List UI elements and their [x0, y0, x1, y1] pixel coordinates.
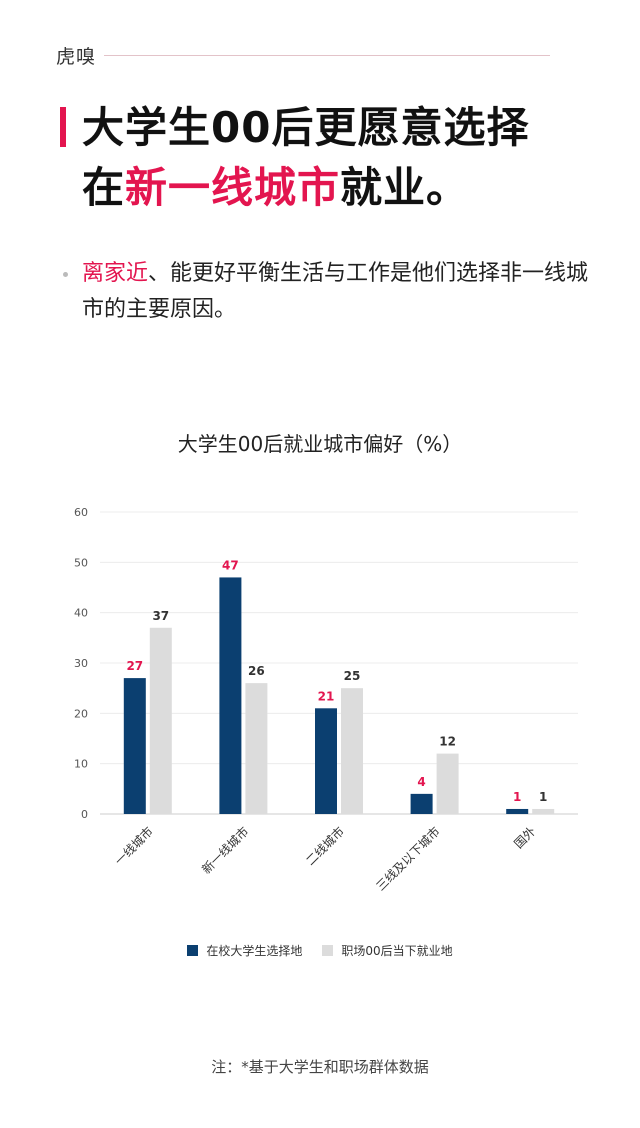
y-tick-label: 20 [74, 707, 88, 720]
subtitle: 离家近、能更好平衡生活与工作是他们选择非一线城市的主要原因。 [82, 256, 602, 328]
data-label-series-2: 1 [539, 790, 547, 804]
headline-highlight: 新一线城市 [125, 163, 341, 212]
bar-series-2 [149, 627, 172, 814]
header-divider [104, 55, 550, 56]
bar-series-1 [410, 793, 433, 814]
bar-series-1 [123, 678, 146, 814]
data-label-series-1: 21 [318, 689, 335, 703]
legend-swatch-series-1 [187, 945, 199, 956]
subtitle-text: 、能更好平衡生活与工作是他们选择非一线城市的主要原因。 [82, 261, 589, 322]
data-label-series-1: 1 [513, 790, 521, 804]
bar-series-2 [245, 683, 268, 814]
bar-series-2 [532, 808, 555, 814]
chart-legend: 在校大学生选择地 职场00后当下就业地 [0, 942, 640, 959]
headline-line-1: 大学生00后更愿意选择 [82, 103, 530, 152]
legend-label-series-2: 职场00后当下就业地 [341, 944, 453, 958]
headline-line-2: 在新一线城市就业。 [82, 158, 602, 218]
data-label-series-1: 47 [222, 558, 239, 572]
y-tick-label: 0 [81, 808, 88, 821]
legend-swatch-series-2 [322, 945, 334, 956]
bar-series-1 [315, 708, 337, 814]
x-tick-label: 新一线城市 [198, 824, 251, 877]
data-label-series-2: 12 [439, 735, 456, 749]
data-label-series-2: 37 [152, 609, 169, 623]
data-label-series-1: 4 [417, 775, 425, 789]
data-label-series-2: 25 [344, 669, 361, 683]
bar-chart: 0 10 20 30 40 50 60 27 37 一线城市 47 26 新一线城市 21 25 二线城市 4 1… [74, 506, 578, 894]
chart-title: 大学生00后就业城市偏好（%） [177, 432, 463, 456]
subtitle-highlight: 离家近 [82, 261, 149, 286]
data-label-series-1: 27 [126, 659, 143, 673]
headline-line-2-prefix: 在 [82, 163, 126, 212]
legend-label-series-1: 在校大学生选择地 [206, 944, 303, 958]
x-tick-label: 一线城市 [111, 824, 156, 869]
bar-series-2 [436, 753, 459, 814]
bullet-dot-icon [63, 272, 68, 277]
brand-logo: 虎嗅 [56, 46, 97, 68]
legend-item-series-2: 职场00后当下就业地 [322, 942, 453, 959]
y-tick-label: 60 [74, 506, 88, 519]
y-tick-label: 50 [74, 556, 88, 569]
legend-item-series-1: 在校大学生选择地 [187, 942, 302, 959]
y-tick-label: 30 [74, 657, 88, 670]
x-tick-label: 三线及以下城市 [373, 824, 443, 894]
bar-series-1 [506, 808, 529, 814]
data-label-series-2: 26 [248, 664, 265, 678]
y-tick-label: 40 [74, 607, 88, 620]
y-tick-label: 10 [74, 758, 88, 771]
footnote: 注：*基于大学生和职场群体数据 [211, 1058, 429, 1076]
x-tick-label: 国外 [511, 824, 538, 851]
bar-series-2 [341, 688, 363, 814]
x-tick-label: 二线城市 [303, 824, 348, 869]
headline: 大学生00后更愿意选择 在新一线城市就业。 [82, 98, 602, 218]
bar-series-1 [219, 577, 242, 814]
headline-accent-bar [60, 107, 66, 147]
headline-line-2-suffix: 就业。 [340, 163, 470, 212]
